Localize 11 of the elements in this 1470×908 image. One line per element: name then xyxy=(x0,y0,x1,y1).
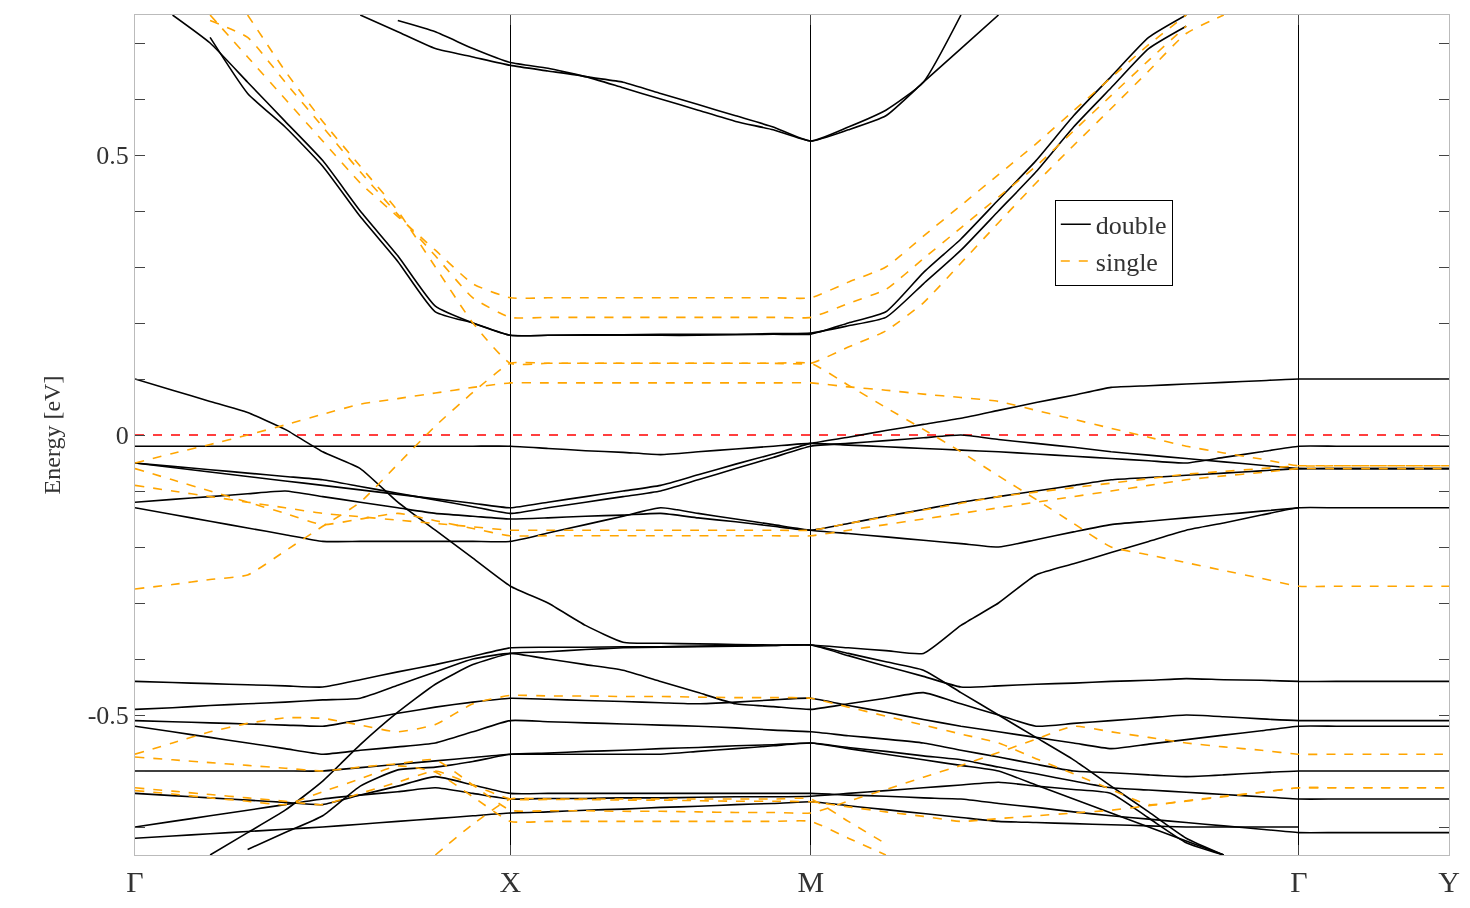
y-axis-title: Energy [eV] xyxy=(38,375,65,495)
x-tick-label: Y xyxy=(1438,865,1460,898)
y-tick-label: 0.5 xyxy=(96,141,129,171)
x-tick-label: Γ xyxy=(1290,865,1308,898)
y-tick-label: 0 xyxy=(115,421,129,451)
x-tick-label: M xyxy=(797,865,825,898)
legend-label: double xyxy=(1095,211,1167,241)
x-tick-label: Γ xyxy=(126,865,144,898)
y-tick-label: -0.5 xyxy=(87,701,129,731)
x-tick-label: X xyxy=(499,865,522,898)
legend-label: single xyxy=(1095,248,1158,278)
